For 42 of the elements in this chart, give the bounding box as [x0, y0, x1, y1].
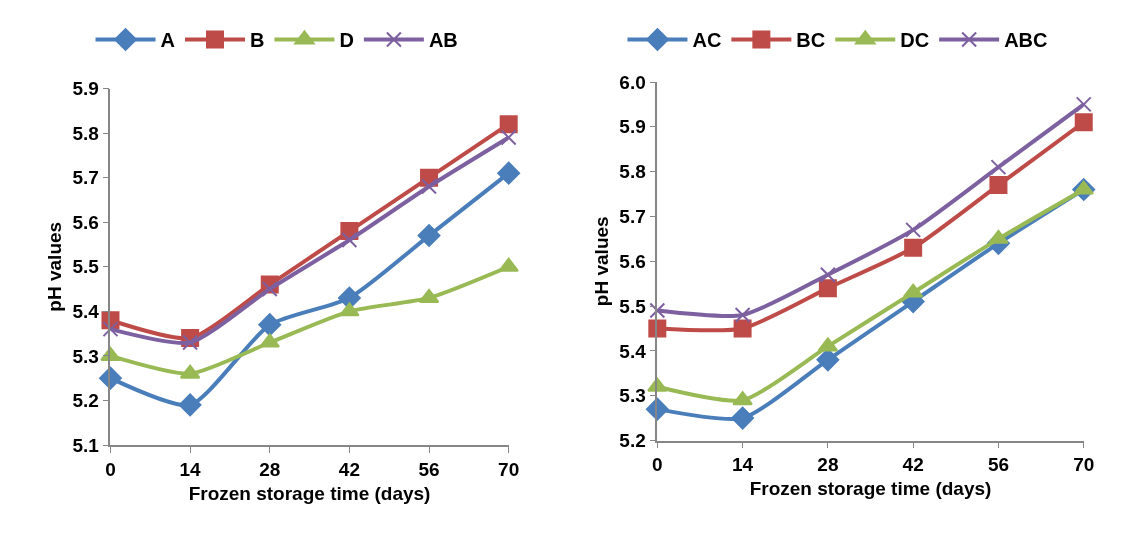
y-tick-label: 5.7 [72, 167, 99, 189]
x-axis-title: Frozen storage time (days) [188, 482, 431, 504]
x-tick-label: 70 [498, 458, 520, 480]
x-tick-label: 0 [652, 454, 663, 476]
y-tick-label: 5.4 [619, 340, 647, 362]
legend-label: A [160, 29, 175, 52]
legend-label: DC [900, 29, 930, 52]
y-tick-label: 5.9 [72, 78, 99, 100]
y-tick-label: 5.4 [72, 300, 100, 322]
y-axis-title: pH values [43, 221, 65, 312]
y-tick-label: 5.9 [619, 116, 646, 138]
y-tick-label: 5.6 [619, 250, 646, 272]
legend-label: D [339, 29, 354, 52]
x-tick-label: 0 [105, 458, 116, 480]
y-tick-label: 5.7 [619, 206, 646, 228]
legend-label: AB [428, 29, 458, 52]
y-tick-label: 5.8 [72, 122, 99, 144]
x-tick-label: 14 [732, 454, 754, 476]
x-tick-label: 28 [817, 454, 839, 476]
y-tick-label: 5.6 [72, 211, 99, 233]
x-tick-label: 42 [902, 454, 924, 476]
x-tick-label: 56 [418, 458, 440, 480]
y-tick-label: 6.0 [619, 71, 646, 93]
y-tick-label: 5.5 [72, 256, 100, 278]
x-tick-label: 28 [259, 458, 281, 480]
y-tick-label: 5.3 [619, 385, 646, 407]
y-tick-label: 5.3 [72, 345, 99, 367]
legend-label: B [249, 29, 265, 52]
y-tick-label: 5.5 [619, 295, 647, 317]
legend-label: BC [796, 29, 826, 52]
x-tick-label: 70 [1073, 454, 1095, 476]
y-axis-title: pH values [590, 216, 612, 307]
y-tick-label: 5.2 [72, 390, 99, 412]
x-tick-label: 14 [179, 458, 202, 480]
y-tick-label: 5.1 [72, 434, 100, 456]
x-tick-label: 56 [987, 454, 1010, 476]
legend-label: AC [692, 29, 722, 52]
legend-label: ABC [1004, 29, 1048, 52]
x-axis-title: Frozen storage time (days) [749, 478, 992, 500]
y-tick-label: 5.8 [619, 161, 646, 183]
x-tick-label: 42 [338, 458, 360, 480]
y-tick-label: 5.2 [619, 430, 646, 452]
